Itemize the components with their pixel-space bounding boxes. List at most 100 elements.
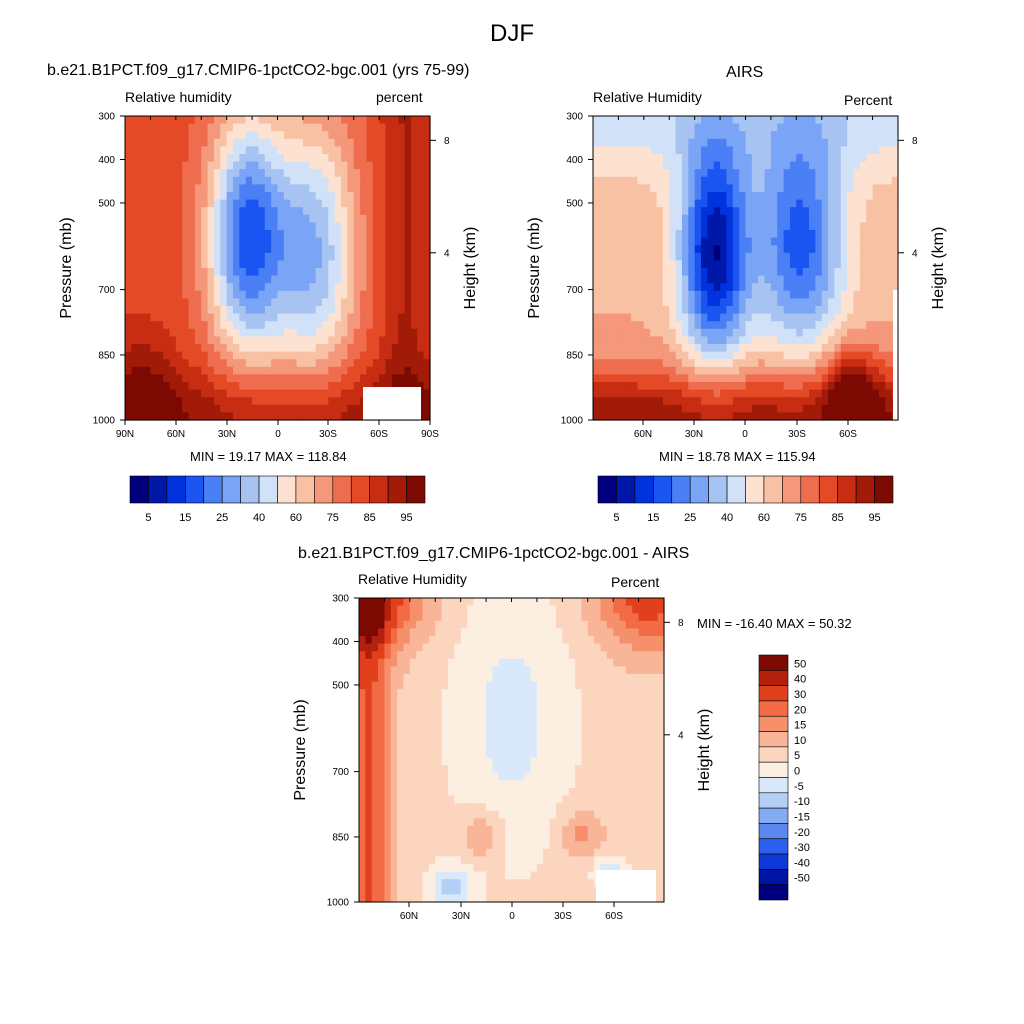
model-cell bbox=[220, 260, 228, 269]
model-cell bbox=[150, 161, 158, 170]
airs-cell bbox=[631, 328, 639, 337]
model-cell bbox=[302, 397, 310, 406]
airs-cell bbox=[656, 412, 664, 421]
diff-cell bbox=[460, 795, 468, 804]
model-cell bbox=[334, 290, 342, 299]
airs-cell bbox=[802, 344, 810, 353]
model-cell bbox=[372, 283, 380, 292]
airs-colorbar-swatch bbox=[782, 475, 802, 504]
diff-cell bbox=[498, 704, 506, 713]
diff-cell bbox=[435, 848, 443, 857]
airs-cell bbox=[777, 199, 785, 208]
model-cell bbox=[385, 214, 393, 223]
model-cell bbox=[188, 230, 196, 239]
diff-cell bbox=[428, 750, 436, 759]
model-cell bbox=[264, 161, 272, 170]
model-cell bbox=[341, 328, 348, 337]
diff-cell bbox=[498, 651, 506, 660]
diff-cell bbox=[454, 620, 462, 629]
airs-cell bbox=[650, 176, 658, 185]
model-x-tick-label: 30N bbox=[218, 429, 236, 440]
diff-cell bbox=[473, 879, 481, 888]
airs-cell bbox=[815, 389, 823, 398]
airs-cell bbox=[675, 336, 683, 345]
model-cell bbox=[315, 283, 323, 292]
model-cell bbox=[182, 268, 190, 277]
model-cell bbox=[423, 351, 431, 360]
diff-cell bbox=[416, 620, 424, 629]
model-cell bbox=[271, 138, 279, 147]
airs-cell bbox=[789, 237, 797, 246]
model-cell bbox=[283, 237, 291, 246]
model-cell bbox=[417, 169, 425, 178]
airs-cell bbox=[732, 176, 740, 185]
model-cell bbox=[233, 230, 240, 239]
model-cell bbox=[334, 222, 342, 231]
model-cell bbox=[410, 199, 418, 208]
airs-cell bbox=[624, 138, 632, 147]
airs-cell bbox=[796, 176, 804, 185]
model-cell bbox=[328, 237, 336, 246]
airs-cell bbox=[866, 313, 874, 322]
airs-cell bbox=[612, 154, 620, 163]
diff-cell bbox=[371, 681, 379, 690]
diff-cell bbox=[486, 871, 494, 880]
airs-cell bbox=[751, 154, 759, 163]
model-cell bbox=[175, 199, 183, 208]
airs-cell bbox=[809, 412, 816, 421]
diff-cell bbox=[479, 894, 487, 903]
airs-cell bbox=[707, 199, 715, 208]
airs-cell bbox=[739, 275, 747, 284]
diff-cell bbox=[371, 598, 379, 607]
diff-cell bbox=[441, 788, 449, 797]
model-cell bbox=[175, 389, 183, 398]
model-cell bbox=[163, 116, 171, 125]
model-cell bbox=[296, 184, 304, 193]
model-cell bbox=[315, 169, 323, 178]
model-cell bbox=[398, 169, 406, 178]
model-cell bbox=[315, 412, 323, 421]
diff-cell bbox=[467, 704, 474, 713]
diff-cell bbox=[473, 719, 481, 728]
model-cell bbox=[207, 397, 215, 406]
diff-cell bbox=[511, 757, 519, 766]
airs-cell bbox=[853, 161, 861, 170]
model-cell bbox=[423, 116, 431, 125]
model-cell bbox=[372, 116, 380, 125]
airs-cell bbox=[675, 374, 683, 383]
diff-cell bbox=[505, 628, 513, 637]
airs-cell bbox=[650, 207, 658, 216]
model-cell bbox=[366, 245, 374, 254]
airs-cell bbox=[859, 397, 867, 406]
model-cell bbox=[379, 245, 387, 254]
diff-cell bbox=[447, 643, 455, 652]
model-cell bbox=[264, 298, 272, 307]
model-cell bbox=[379, 146, 387, 155]
airs-cell bbox=[847, 389, 855, 398]
airs-cell bbox=[783, 199, 791, 208]
airs-x-tick-label: 30S bbox=[788, 429, 806, 440]
diff-cell bbox=[384, 727, 392, 736]
airs-cell bbox=[624, 123, 632, 132]
airs-cell bbox=[828, 131, 836, 140]
airs-cell bbox=[637, 336, 645, 345]
model-cell bbox=[423, 245, 431, 254]
airs-cell bbox=[770, 389, 778, 398]
airs-cell bbox=[840, 169, 848, 178]
airs-cell bbox=[656, 184, 664, 193]
model-cell bbox=[150, 290, 158, 299]
airs-cell bbox=[656, 268, 664, 277]
airs-cell bbox=[764, 283, 772, 292]
airs-cell bbox=[694, 306, 702, 315]
model-cell bbox=[302, 245, 310, 254]
airs-cell bbox=[840, 366, 848, 375]
diff-cell bbox=[441, 620, 449, 629]
airs-cell bbox=[751, 344, 759, 353]
model-cell bbox=[309, 412, 317, 421]
airs-cell bbox=[701, 199, 708, 208]
airs-cell bbox=[783, 222, 791, 231]
model-cell bbox=[264, 328, 272, 337]
model-cell bbox=[423, 336, 431, 345]
diff-cell bbox=[365, 712, 373, 721]
model-cell bbox=[410, 237, 418, 246]
